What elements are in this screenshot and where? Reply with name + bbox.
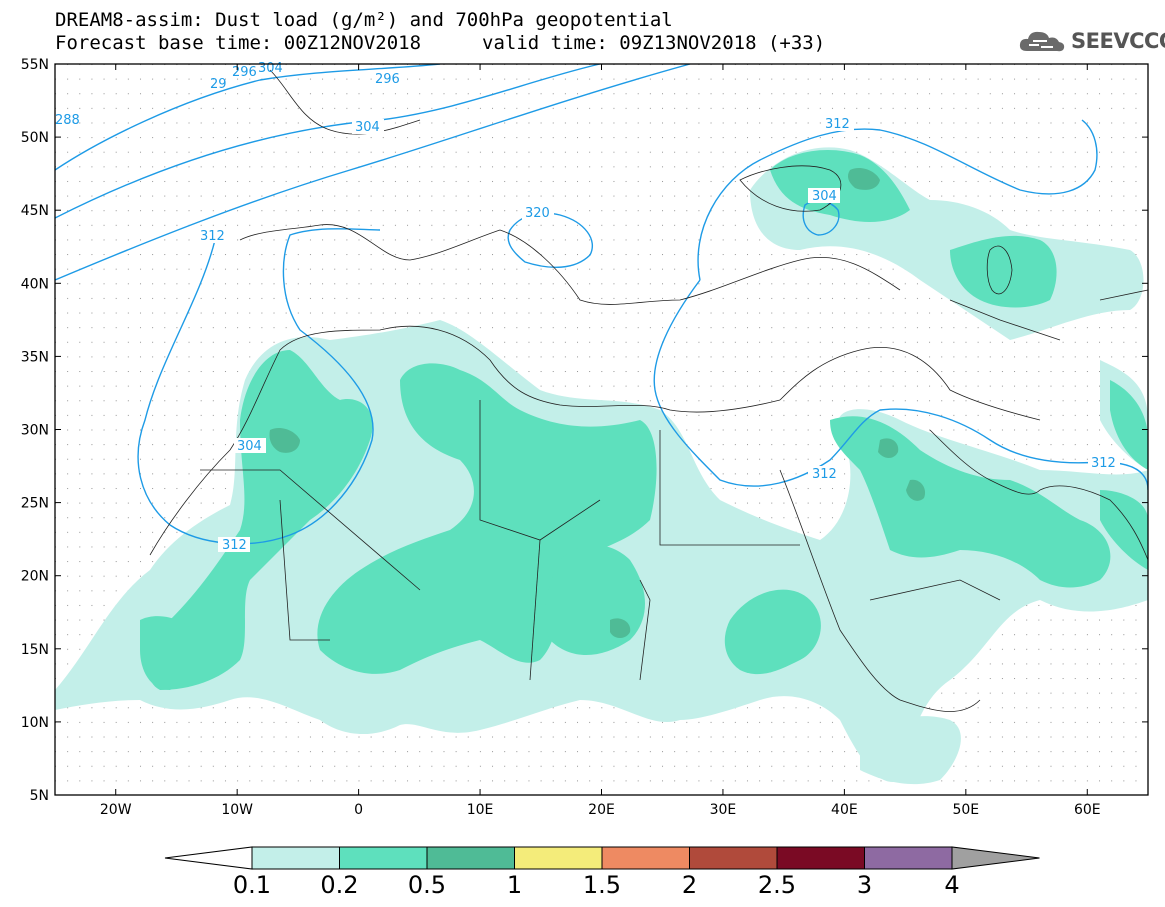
contour-label: 304 [237,439,262,454]
lon-tick-label: 30E [710,802,737,818]
colorbar-segment [601,846,690,870]
contour-labels: 296 304 312 320 288 29 296 304 312 304 3… [55,61,1120,553]
colorbar-under-triangle [164,846,253,870]
lon-tick-label: 50E [952,802,979,818]
contour-label: 296 [232,65,257,80]
forecast-base-time: Forecast base time: 00Z12NOV2018 [55,32,422,54]
colorbar-segment [514,846,603,870]
colorbar-label: 3 [857,871,872,899]
lon-tick-label: 40E [831,802,858,818]
lat-tick-label: 40N [21,276,49,292]
latitude-axis: 55N 50N 45N 40N 35N 30N 25N 20N 15N 10N 5N [21,57,1148,804]
lon-tick-label: 10E [467,802,494,818]
colorbar-segment [776,846,865,870]
cloud-icon [1019,31,1065,52]
contour-label: 312 [812,467,837,482]
colorbar-label: 2 [682,871,697,899]
lat-tick-label: 10N [21,715,49,731]
lat-tick-label: 35N [21,349,49,365]
contour-label: 312 [825,117,850,132]
colorbar-over-triangle [951,846,1040,870]
colorbar-label: 1.5 [583,871,621,899]
lat-tick-label: 45N [21,203,49,219]
contour-label: 296 [375,72,400,87]
lat-tick-label: 20N [21,569,49,585]
colorbar-label: 0.2 [320,871,358,899]
contour-label: 304 [812,189,837,204]
colorbar-label: 1 [507,871,522,899]
contour-label: 312 [1091,456,1116,471]
colorbar-label: 2.5 [758,871,796,899]
lon-tick-label: 10W [221,802,253,818]
contour-label: 304 [355,120,380,135]
contour-label: 304 [258,61,283,76]
lat-tick-label: 55N [21,57,49,73]
contour-label: 288 [55,113,80,128]
logo-text: SEEVCCC [1071,29,1165,53]
lon-tick-label: 60E [1074,802,1101,818]
longitude-axis: 20W 10W 0 10E 20E 30E 40E 50E 60E [100,64,1101,818]
colorbar-label: 0.5 [408,871,446,899]
colorbar-segment [339,846,428,870]
colorbar-segment [426,846,515,870]
lat-tick-label: 5N [30,788,49,804]
colorbar-segment [251,846,340,870]
colorbar: 0.1 0.2 0.5 1 1.5 2 2.5 3 4 [164,846,1040,899]
contour-label: 320 [525,206,550,221]
colorbar-label: 0.1 [233,871,271,899]
lat-tick-label: 30N [21,423,49,439]
lat-tick-label: 25N [21,496,49,512]
colorbar-segment [689,846,778,870]
contour-label: 312 [222,538,247,553]
valid-time: valid time: 09Z13NOV2018 (+33) [482,32,826,54]
lon-tick-label: 20E [588,802,615,818]
lon-tick-label: 20W [100,802,132,818]
contour-label: 312 [200,229,225,244]
lat-tick-label: 50N [21,130,49,146]
map-title: DREAM8-assim: Dust load (g/m²) and 700hP… [55,9,673,31]
seevccc-logo: SEEVCCC [1017,26,1165,56]
colorbar-segment [864,846,953,870]
lat-tick-label: 15N [21,642,49,658]
colorbar-label: 4 [944,871,959,899]
dust-field [55,147,1148,785]
lon-tick-label: 0 [354,802,363,818]
contour-label: 29 [210,77,227,92]
